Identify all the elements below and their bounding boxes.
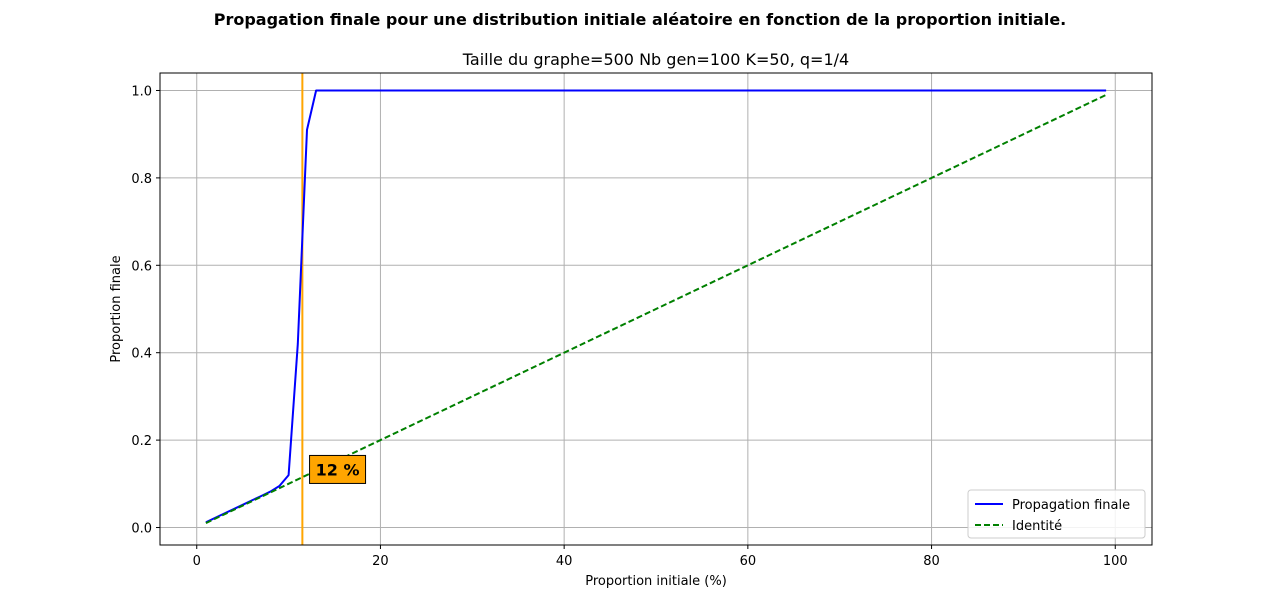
x-tick-label: 80 — [923, 554, 940, 569]
x-axis-label: Proportion initiale (%) — [585, 574, 727, 589]
x-axis-ticks: 0 20 40 60 80 100 — [193, 545, 1128, 569]
y-tick-label: 0.8 — [131, 172, 152, 187]
legend-label-identite: Identité — [1012, 519, 1062, 534]
x-tick-label: 0 — [193, 554, 201, 569]
legend-label-propagation-finale: Propagation finale — [1012, 498, 1130, 513]
x-tick-label: 100 — [1103, 554, 1128, 569]
plot-area-frame — [159, 72, 1153, 546]
y-tick-label: 0.2 — [131, 434, 152, 449]
y-tick-label: 0.0 — [131, 522, 152, 537]
x-tick-label: 40 — [556, 554, 573, 569]
series-line-identite — [205, 93, 1107, 525]
chart-title: Taille du graphe=500 Nb gen=100 K=50, q=… — [462, 50, 849, 69]
y-tick-label: 0.4 — [131, 347, 152, 362]
plot-series — [205, 73, 1107, 545]
y-axis-ticks: 0.0 0.2 0.4 0.6 0.8 1.0 — [131, 84, 160, 537]
threshold-annotation: 12 % — [309, 454, 367, 484]
y-tick-label: 0.6 — [131, 259, 152, 274]
legend: Propagation finale Identité — [967, 489, 1146, 539]
x-tick-label: 60 — [740, 554, 757, 569]
x-tick-label: 20 — [372, 554, 389, 569]
y-axis-label: Proportion finale — [109, 255, 124, 362]
figure-suptitle: Propagation finale pour une distribution… — [213, 10, 1067, 29]
annotation-label: 12 % — [316, 460, 360, 479]
annotation-box — [309, 454, 367, 484]
legend-box — [967, 489, 1146, 539]
y-tick-label: 1.0 — [131, 84, 152, 99]
